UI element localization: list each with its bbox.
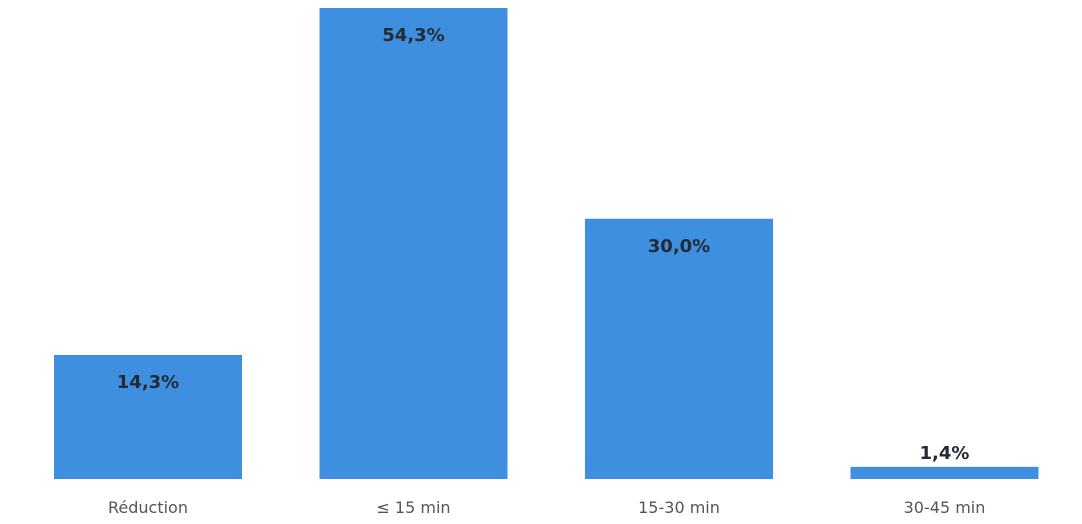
data-label-1: 54,3% <box>382 25 444 46</box>
bar-3 <box>850 466 1039 479</box>
tick-label-1: ≤ 15 min <box>376 498 450 517</box>
tick-label-2: 15-30 min <box>638 498 720 517</box>
data-label-0: 14,3% <box>117 372 179 393</box>
bar-0 <box>54 354 242 479</box>
tick-label-0: Réduction <box>108 498 188 517</box>
bar-1 <box>319 8 508 479</box>
data-label-2: 30,0% <box>648 236 710 257</box>
data-label-3: 1,4% <box>920 443 970 464</box>
bar-2 <box>585 218 773 480</box>
category-axis: Réduction ≤ 15 min 15-30 min 30-45 min <box>108 498 985 517</box>
tick-label-3: 30-45 min <box>904 498 986 517</box>
bar-group <box>54 8 1039 480</box>
data-label-group: 14,3% 54,3% 30,0% 1,4% <box>117 25 970 464</box>
